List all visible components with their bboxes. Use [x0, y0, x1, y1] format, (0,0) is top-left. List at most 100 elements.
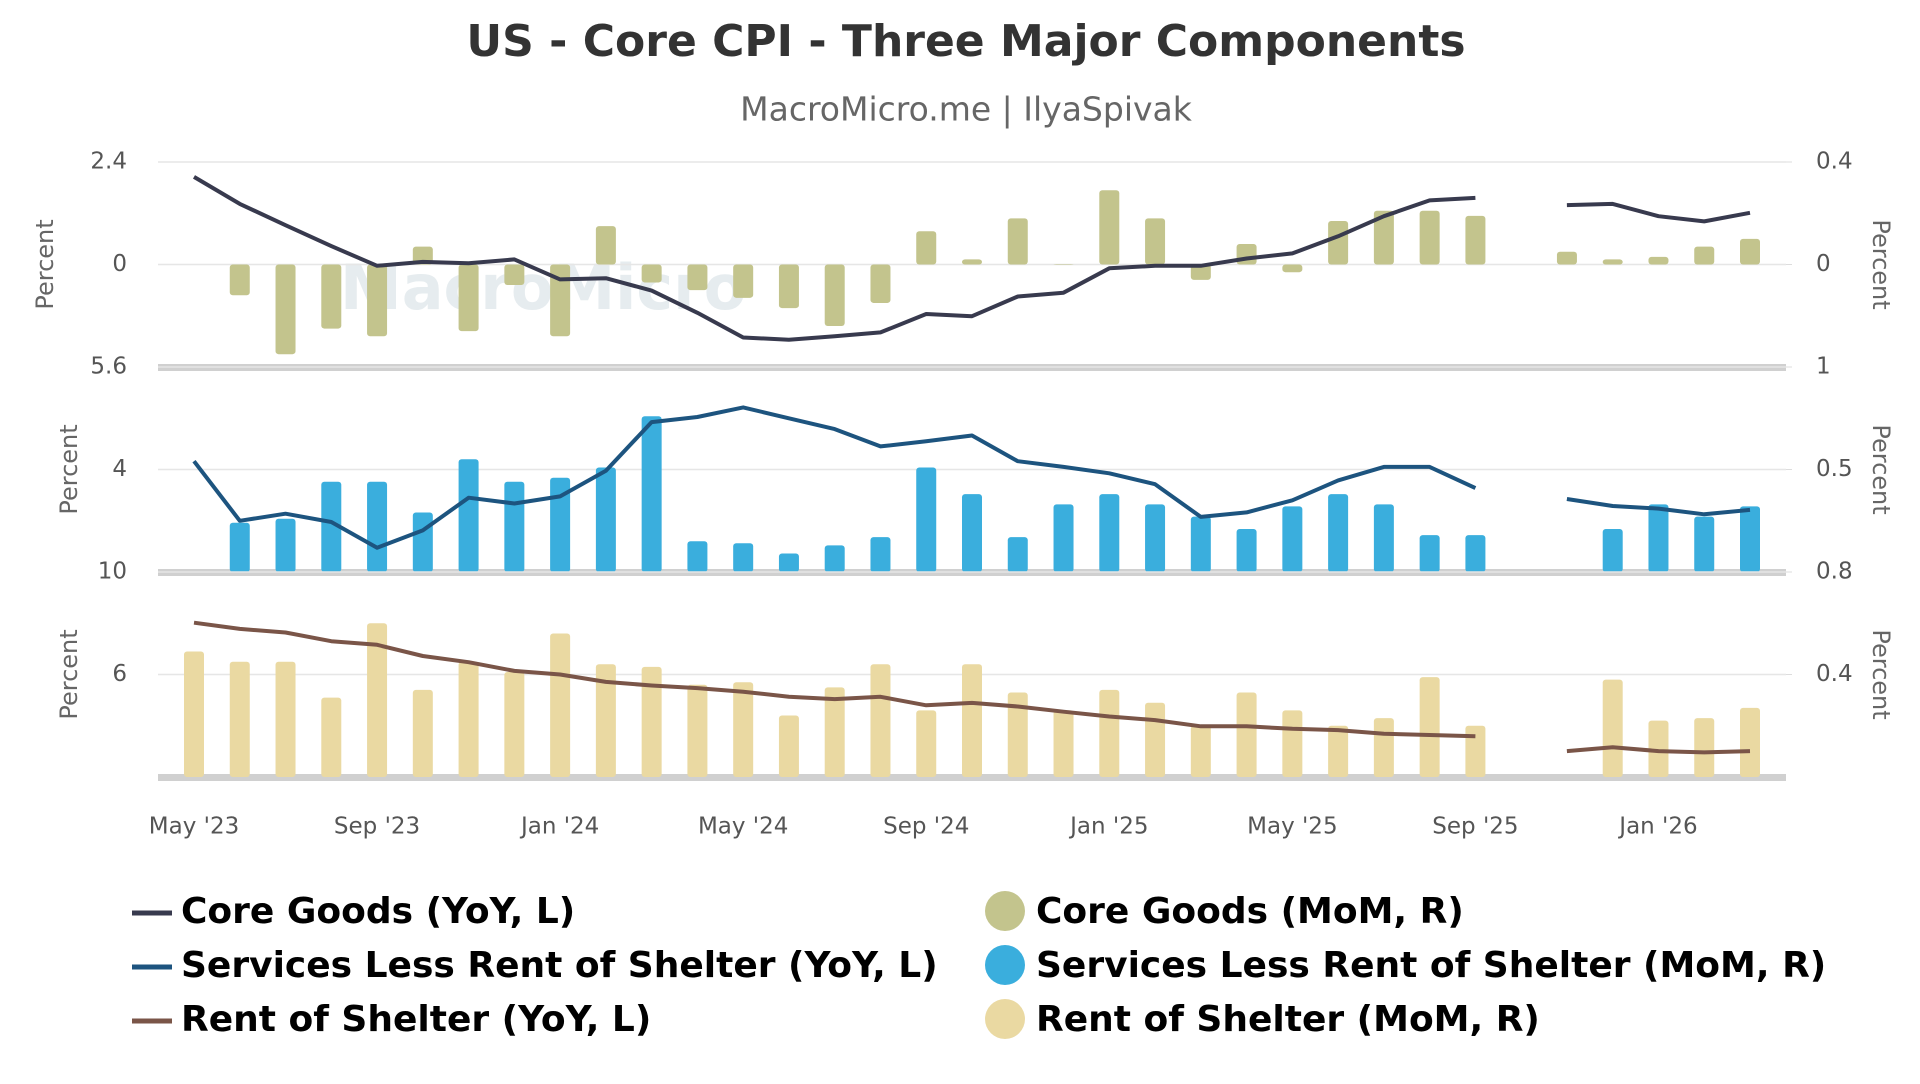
bar	[916, 467, 937, 572]
bar	[1328, 494, 1349, 572]
bar	[229, 661, 250, 777]
bar	[1556, 251, 1577, 265]
bar	[504, 481, 525, 572]
bar	[1602, 528, 1623, 572]
bar	[1053, 264, 1074, 265]
bar	[458, 459, 479, 572]
bar	[733, 543, 754, 572]
bar	[778, 553, 799, 572]
y2-axis-title: Percent	[1867, 629, 1895, 719]
bar	[1465, 725, 1486, 777]
bar	[1694, 718, 1715, 777]
bar	[733, 264, 754, 298]
chart-title: US - Core CPI - Three Major Components	[466, 16, 1465, 67]
y-tick-label: 5.6	[90, 354, 127, 380]
bar	[321, 697, 342, 777]
bar	[1740, 506, 1760, 572]
legend-label: Services Less Rent of Shelter (MoM, R)	[1036, 945, 1826, 986]
bar	[962, 664, 982, 777]
bar	[1602, 679, 1623, 777]
bar	[1373, 210, 1394, 265]
bar	[504, 671, 525, 777]
bar	[1007, 218, 1028, 265]
bar	[778, 715, 799, 777]
bar	[1190, 725, 1211, 777]
bar	[321, 264, 342, 329]
bar	[458, 264, 479, 332]
y2-tick-label: 0	[1816, 251, 1831, 277]
y-axis-title: Percent	[55, 424, 83, 514]
bar	[1099, 689, 1120, 777]
bar	[1145, 218, 1166, 265]
y2-tick-label: 0.5	[1816, 456, 1853, 482]
legend-label: Rent of Shelter (YoY, L)	[181, 999, 651, 1040]
x-tick-label: Sep '23	[334, 814, 420, 840]
bar	[641, 416, 662, 572]
bar	[1282, 264, 1303, 273]
bar	[1053, 710, 1074, 777]
bar	[321, 481, 342, 572]
bar	[1053, 504, 1074, 572]
bar	[962, 259, 982, 265]
bar	[778, 264, 799, 309]
bar	[275, 661, 296, 777]
x-tick-label: May '23	[149, 814, 239, 840]
bar	[1419, 677, 1440, 777]
bar	[1740, 238, 1760, 265]
bar	[1694, 246, 1715, 265]
bar	[687, 264, 708, 291]
x-tick-label: Jan '25	[1068, 814, 1148, 840]
bar	[962, 494, 982, 572]
y2-axis-title: Percent	[1867, 424, 1895, 514]
bar	[1373, 504, 1394, 572]
x-tick-label: Sep '24	[883, 814, 969, 840]
legend-symbol	[985, 945, 1025, 985]
bar	[824, 687, 845, 777]
panel-baseline	[158, 774, 1786, 781]
bar	[1465, 215, 1486, 265]
bar	[1419, 535, 1440, 572]
bar	[550, 477, 571, 572]
y-tick-label: 2.4	[90, 149, 127, 175]
bar	[1648, 720, 1669, 777]
y2-tick-label: 1	[1816, 354, 1831, 380]
y2-tick-label: 0.4	[1816, 661, 1853, 687]
bar	[1648, 256, 1669, 265]
bar	[1236, 528, 1257, 572]
y-tick-label: 10	[98, 559, 127, 585]
y-axis-title: Percent	[55, 629, 83, 719]
bar	[1190, 516, 1211, 572]
y2-tick-label: 0.8	[1816, 559, 1853, 585]
legend-label: Services Less Rent of Shelter (YoY, L)	[181, 945, 938, 986]
bar	[367, 264, 388, 337]
x-tick-label: May '24	[698, 814, 788, 840]
bar	[412, 689, 433, 777]
bar	[1007, 692, 1028, 777]
bar	[504, 264, 525, 285]
bar	[733, 682, 754, 777]
legend-label: Core Goods (YoY, L)	[181, 891, 575, 932]
bar	[1145, 504, 1166, 572]
bar	[687, 541, 708, 572]
legend-label: Core Goods (MoM, R)	[1036, 891, 1464, 932]
bar	[1602, 259, 1623, 265]
bar	[367, 623, 388, 777]
bar	[1373, 718, 1394, 777]
y2-axis-title: Percent	[1867, 219, 1895, 309]
bar	[595, 664, 616, 777]
bar	[1740, 707, 1760, 777]
y-axis-title: Percent	[31, 219, 59, 309]
bar	[229, 522, 250, 572]
bar	[595, 226, 616, 265]
bar	[1328, 725, 1349, 777]
chart-subtitle: MacroMicro.me | IlyaSpivak	[740, 90, 1193, 129]
bar	[1694, 516, 1715, 572]
bar	[1145, 702, 1166, 777]
legend-label: Rent of Shelter (MoM, R)	[1036, 999, 1540, 1040]
y2-tick-label: 0.4	[1816, 149, 1853, 175]
bar	[1648, 504, 1669, 572]
bar	[1282, 710, 1303, 777]
bar	[824, 545, 845, 572]
y-tick-label: 6	[112, 661, 127, 687]
bar	[550, 633, 571, 777]
